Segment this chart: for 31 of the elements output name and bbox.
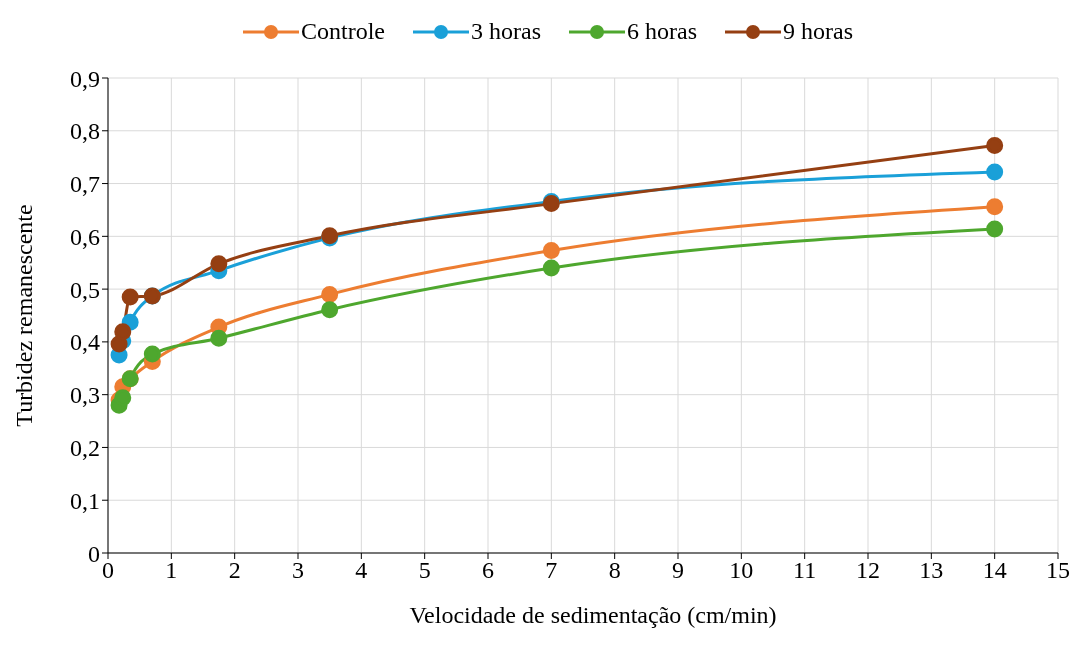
- y-tick-label: 0,7: [70, 171, 100, 198]
- y-axis-title: Turbidez remanescente: [10, 204, 37, 427]
- y-tick-label: 0,9: [70, 65, 100, 92]
- y-tick-label: 0,3: [70, 382, 100, 409]
- x-tick-label: 11: [793, 557, 817, 584]
- x-axis-title: Velocidade de sedimentação (cm/min): [408, 602, 778, 629]
- x-tick-label: 9: [672, 557, 684, 584]
- legend-label: 9 horas: [782, 18, 853, 45]
- x-tick-label: 7: [545, 557, 558, 584]
- x-tick-label: 2: [228, 557, 241, 584]
- x-tick-label: 8: [608, 557, 621, 584]
- y-tick-label: 0,4: [70, 329, 100, 356]
- y-tick-label: 0,8: [70, 118, 100, 145]
- x-tick-label: 15: [1046, 557, 1070, 584]
- x-tick-label: 3: [292, 557, 304, 584]
- y-tick-label: 0,1: [70, 487, 100, 514]
- x-tick-label: 13: [919, 557, 944, 584]
- legend-label: Controle: [301, 18, 386, 45]
- y-tick-label: 0,6: [70, 223, 100, 250]
- x-tick-label: 12: [856, 557, 880, 584]
- x-tick-label: 5: [418, 557, 431, 584]
- y-tick-label: 0,5: [70, 276, 100, 303]
- x-tick-label: 4: [355, 557, 368, 584]
- y-tick-label: 0,2: [70, 434, 100, 461]
- legend-label: 3 horas: [471, 18, 541, 45]
- legend-label: 6 horas: [627, 18, 697, 45]
- x-tick-label: 1: [165, 557, 178, 584]
- x-tick-label: 6: [482, 557, 494, 584]
- x-tick-label: 14: [982, 557, 1007, 584]
- x-tick-label: 10: [729, 557, 754, 584]
- y-tick-label: 0: [88, 540, 100, 567]
